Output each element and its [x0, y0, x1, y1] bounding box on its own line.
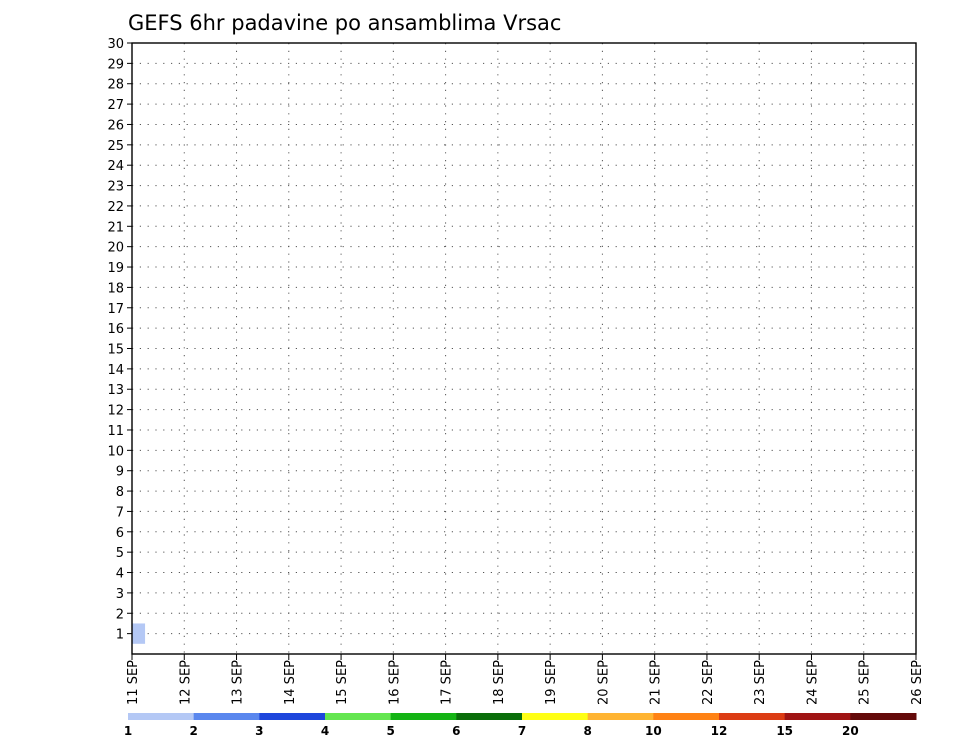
y-tick-label: 25: [107, 139, 124, 154]
y-axis-ticks: 1234567891011121314151617181920212223242…: [107, 37, 132, 643]
y-tick-label: 20: [107, 241, 124, 256]
colorbar-label: 1: [124, 724, 132, 738]
y-tick-label: 14: [107, 363, 124, 378]
x-tick-label: 26 SEP: [910, 660, 925, 705]
x-tick-label: 22 SEP: [701, 660, 716, 705]
y-tick-label: 30: [107, 37, 124, 52]
colorbar-label: 2: [189, 724, 197, 738]
y-tick-label: 16: [107, 322, 124, 337]
x-tick-label: 24 SEP: [805, 660, 820, 705]
colorbar-label: 6: [452, 724, 460, 738]
x-tick-label: 17 SEP: [440, 660, 455, 705]
colorbar-label: 20: [842, 724, 859, 738]
y-tick-label: 21: [107, 220, 124, 235]
y-tick-label: 13: [107, 383, 124, 398]
y-tick-label: 11: [107, 424, 124, 439]
y-tick-label: 28: [107, 78, 124, 93]
x-tick-label: 23 SEP: [753, 660, 768, 705]
y-tick-label: 1: [116, 628, 124, 643]
x-tick-label: 13 SEP: [231, 660, 246, 705]
x-tick-label: 12 SEP: [178, 660, 193, 705]
colorbar-swatch: [587, 713, 654, 720]
x-tick-label: 18 SEP: [492, 660, 507, 705]
y-tick-label: 7: [116, 505, 124, 520]
x-tick-label: 16 SEP: [387, 660, 402, 705]
x-tick-label: 11 SEP: [126, 660, 141, 705]
y-tick-label: 23: [107, 180, 124, 195]
colorbar-swatch: [193, 713, 260, 720]
grid-lines: [132, 43, 916, 654]
y-tick-label: 2: [116, 607, 124, 622]
colorbar-swatch: [456, 713, 523, 720]
x-tick-label: 14 SEP: [283, 660, 298, 705]
colorbar-legend: 1 2 3 4 5 6 7 8 10 12 15 20: [124, 713, 917, 738]
y-tick-label: 10: [107, 444, 124, 459]
y-tick-label: 22: [107, 200, 124, 215]
x-axis-ticks: 11 SEP 12 SEP 13 SEP 14 SEP 15 SEP 16 SEP 17 S…: [126, 654, 925, 705]
y-tick-label: 3: [116, 587, 124, 602]
y-tick-label: 12: [107, 404, 124, 419]
y-tick-label: 8: [116, 485, 124, 500]
y-tick-label: 9: [116, 465, 124, 480]
y-tick-label: 15: [107, 343, 124, 358]
y-tick-label: 24: [107, 159, 124, 174]
x-tick-label: 21 SEP: [649, 660, 664, 705]
colorbar-swatch: [522, 713, 589, 720]
precip-cell: [132, 623, 146, 644]
colorbar-label: 5: [386, 724, 394, 738]
y-tick-label: 17: [107, 302, 124, 317]
colorbar-swatch: [850, 713, 917, 720]
colorbar-label: 3: [255, 724, 263, 738]
colorbar-swatch: [784, 713, 851, 720]
x-tick-label: 20 SEP: [596, 660, 611, 705]
colorbar-label: 12: [711, 724, 728, 738]
x-tick-label: 15 SEP: [335, 660, 350, 705]
precip-cells: [132, 623, 146, 644]
y-tick-label: 5: [116, 546, 124, 561]
y-tick-label: 19: [107, 261, 124, 276]
colorbar-label: 10: [645, 724, 662, 738]
x-tick-label: 19 SEP: [544, 660, 559, 705]
colorbar-swatch: [653, 713, 720, 720]
y-tick-label: 4: [116, 567, 124, 582]
colorbar-label: 15: [776, 724, 793, 738]
colorbar-swatch: [390, 713, 457, 720]
colorbar-swatch: [719, 713, 786, 720]
chart-title: GEFS 6hr padavine po ansamblima Vrsac: [128, 11, 561, 35]
y-tick-label: 26: [107, 118, 124, 133]
colorbar-swatch: [128, 713, 195, 720]
y-tick-label: 29: [107, 57, 124, 72]
y-tick-label: 6: [116, 526, 124, 541]
y-tick-label: 27: [107, 98, 124, 113]
colorbar-label: 7: [518, 724, 526, 738]
colorbar-label: 8: [583, 724, 591, 738]
colorbar-label: 4: [321, 724, 329, 738]
x-tick-label: 25 SEP: [858, 660, 873, 705]
y-tick-label: 18: [107, 281, 124, 296]
colorbar-swatch: [259, 713, 326, 720]
colorbar-swatch: [325, 713, 392, 720]
